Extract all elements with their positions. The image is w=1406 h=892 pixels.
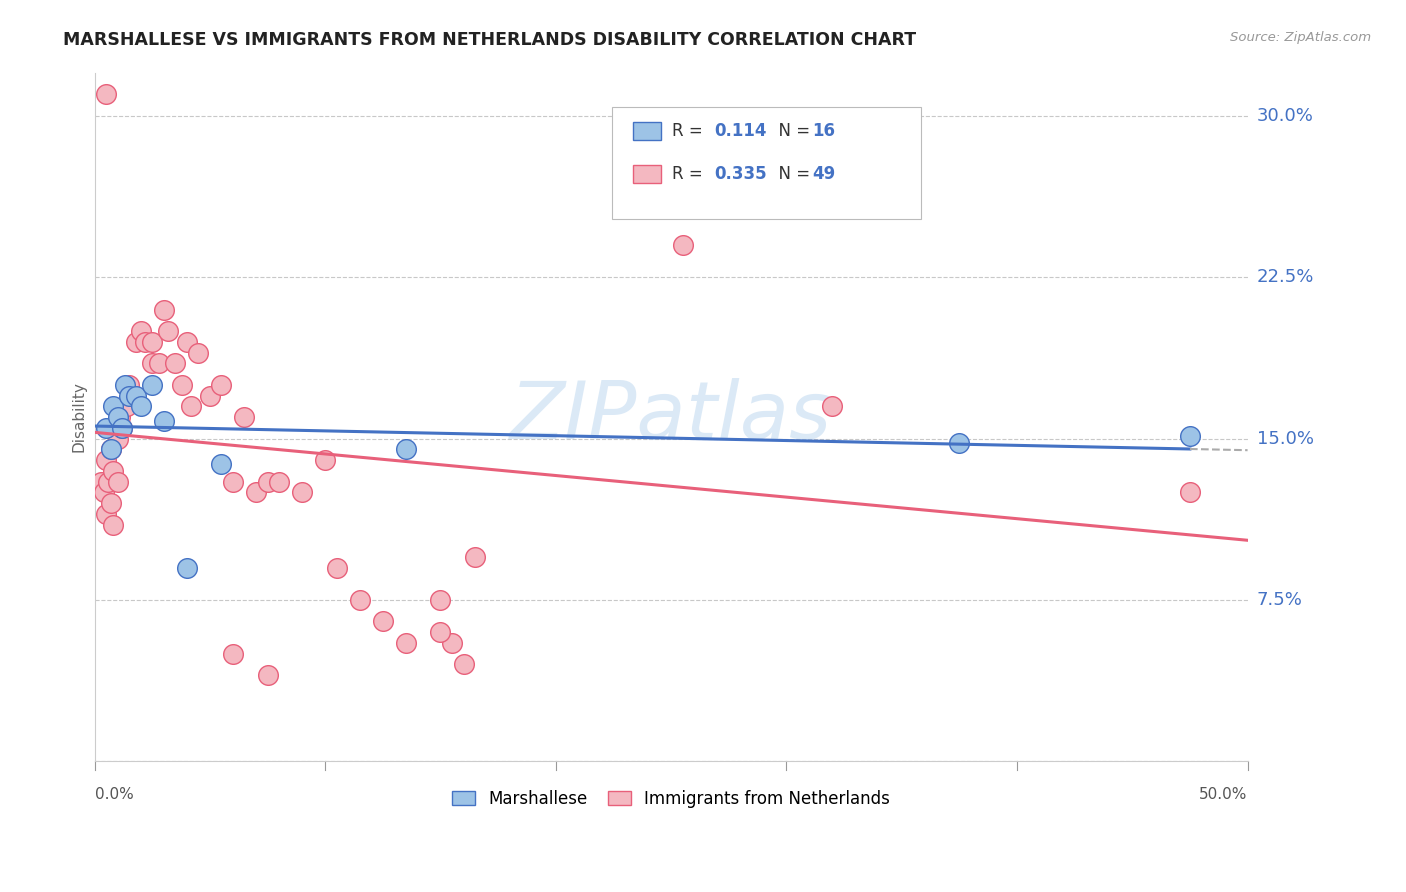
Point [152,414,174,428]
Point [94,87,117,102]
Point [429,592,451,607]
Point [118,388,141,402]
Point [107,432,129,446]
Point [100,442,122,457]
Point [100,496,122,510]
Point [948,435,970,450]
Point [118,377,141,392]
Point [395,636,418,650]
Text: R =: R = [672,165,709,183]
Text: N =: N = [768,165,815,183]
Point [245,485,267,500]
Text: 50.0%: 50.0% [1199,787,1247,802]
Point [111,421,134,435]
Point [114,377,136,392]
Point [371,615,394,629]
Point [349,592,371,607]
Point [429,625,451,640]
Point [121,388,143,402]
Point [108,410,131,425]
Point [165,356,187,370]
Point [141,356,163,370]
Point [152,302,174,317]
Text: 7.5%: 7.5% [1257,591,1303,609]
Point [107,475,129,489]
Point [104,421,127,435]
Point [209,458,232,472]
Point [291,485,314,500]
Point [125,388,148,402]
Text: 15.0%: 15.0% [1257,430,1313,448]
Point [180,399,202,413]
Text: ZIPatlas: ZIPatlas [510,378,832,456]
Point [101,399,124,413]
Text: 30.0%: 30.0% [1257,107,1313,125]
Point [134,334,156,349]
Point [222,475,245,489]
Text: 16: 16 [813,122,835,140]
Point [626,130,648,145]
Text: 22.5%: 22.5% [1257,268,1315,286]
Point [325,560,347,574]
Point [464,549,486,564]
Text: 0.0%: 0.0% [94,787,134,802]
Point [187,345,209,359]
Point [101,464,124,478]
Text: MARSHALLESE VS IMMIGRANTS FROM NETHERLANDS DISABILITY CORRELATION CHART: MARSHALLESE VS IMMIGRANTS FROM NETHERLAN… [63,31,917,49]
Point [176,334,198,349]
Text: R =: R = [672,122,709,140]
Y-axis label: Disability: Disability [72,382,86,452]
Point [209,377,232,392]
Point [314,453,336,467]
Point [172,377,194,392]
Text: N =: N = [768,122,815,140]
Point [198,388,221,402]
Point [94,421,117,435]
Point [97,475,120,489]
Point [125,334,148,349]
Text: 49: 49 [813,165,837,183]
Point [94,507,117,521]
Point [395,442,418,457]
Point [148,356,170,370]
Point [440,636,463,650]
Point [453,657,475,672]
Point [129,399,152,413]
Point [233,410,256,425]
Point [94,453,117,467]
Point [93,485,115,500]
Point [1178,485,1201,500]
Point [1178,429,1201,443]
Point [157,324,180,338]
Point [114,399,136,413]
Text: 0.335: 0.335 [714,165,766,183]
Point [107,410,129,425]
Point [821,399,844,413]
Point [115,399,138,413]
Point [176,560,198,574]
Point [141,377,163,392]
Point [111,421,134,435]
Text: 0.114: 0.114 [714,122,766,140]
Text: Source: ZipAtlas.com: Source: ZipAtlas.com [1230,31,1371,45]
Point [141,334,163,349]
Point [100,442,122,457]
Point [671,238,693,252]
Point [267,475,290,489]
Point [256,475,278,489]
Point [222,647,245,661]
Legend: Marshallese, Immigrants from Netherlands: Marshallese, Immigrants from Netherlands [446,783,897,814]
Point [256,668,278,682]
Point [129,324,152,338]
Point [101,517,124,532]
Point [90,475,112,489]
